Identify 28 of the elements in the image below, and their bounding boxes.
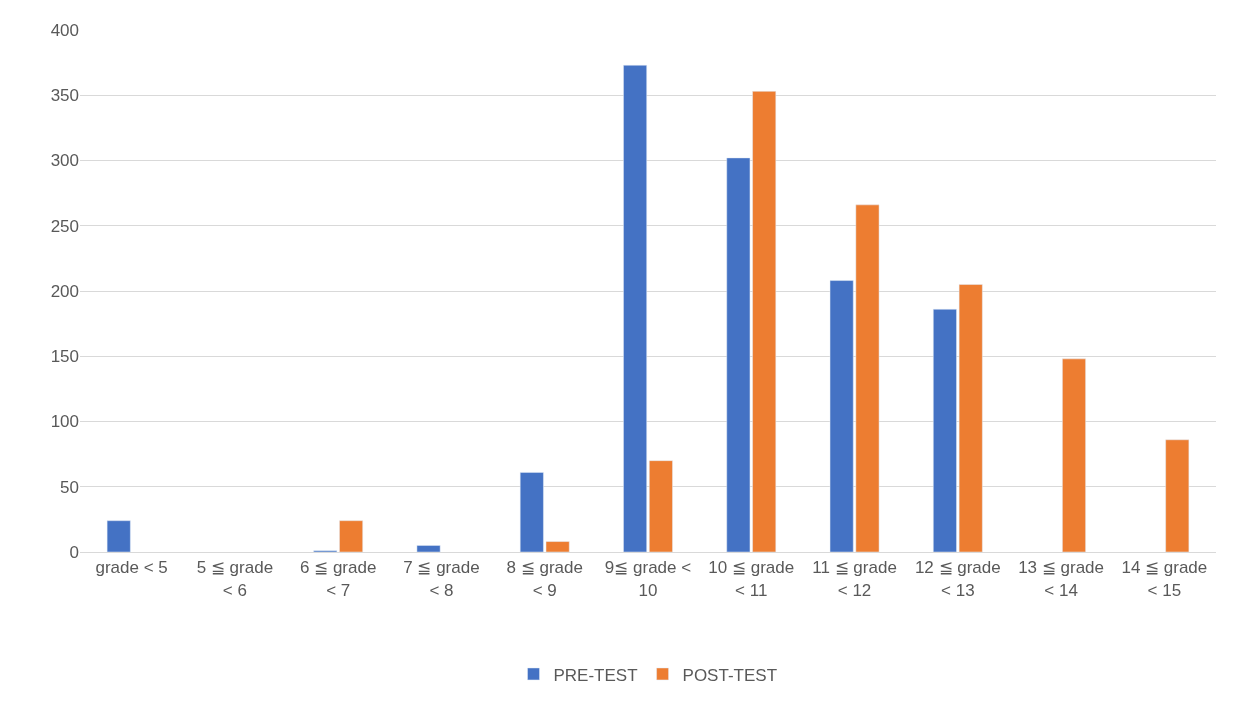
y-tick-label: 250 <box>50 216 79 236</box>
x-tick-label: 13 ≦ grade < 14 <box>1018 558 1105 600</box>
bar <box>1062 358 1086 552</box>
x-tick-label: 5 ≦ grade < 6 <box>196 558 274 600</box>
x-tick-label: 10 ≦ grade < 11 <box>708 558 795 600</box>
bar <box>416 545 441 552</box>
y-tick-label: 150 <box>50 347 79 367</box>
bar <box>1165 439 1190 552</box>
x-tick-label: 12 ≦ grade < 13 <box>914 558 1001 600</box>
y-tick-label: 400 <box>50 20 79 40</box>
x-tick-label: 7 ≦ grade < 8 <box>403 558 480 600</box>
x-tick-label: grade < 5 <box>95 558 168 578</box>
x-tick-label: 11 ≦ grade < 12 <box>812 558 897 600</box>
y-tick-label: 200 <box>50 281 79 301</box>
y-tick-label: 300 <box>50 151 79 171</box>
x-tick-label: 9≦ grade < 10 <box>604 558 692 600</box>
x-tick-label: 8 ≦ grade < 9 <box>506 558 583 600</box>
y-tick-label: 100 <box>50 412 79 432</box>
bar <box>106 520 131 552</box>
y-tick-label: 50 <box>60 477 79 497</box>
legend-label: PRE-TEST <box>553 665 638 685</box>
y-tick-label: 0 <box>69 542 79 562</box>
legend-label: POST-TEST <box>682 665 778 685</box>
x-tick-label: 14 ≦ grade < 15 <box>1121 558 1208 600</box>
x-tick-label: 6 ≦ grade < 7 <box>299 558 377 600</box>
y-tick-label: 350 <box>50 86 79 106</box>
bar <box>623 64 647 552</box>
bar <box>649 460 673 552</box>
